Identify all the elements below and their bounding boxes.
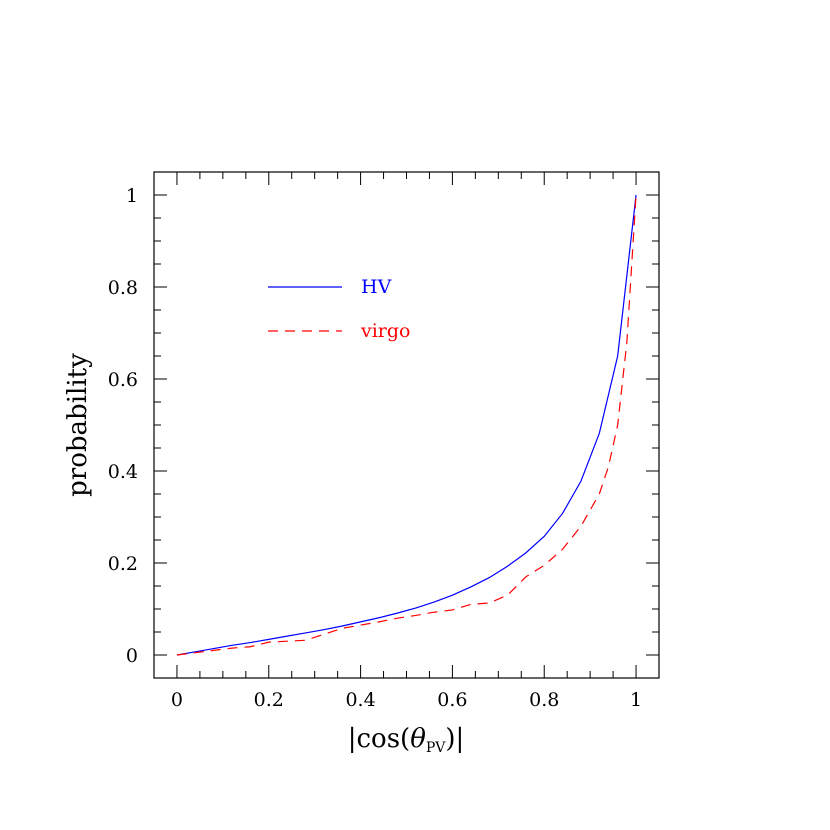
- y-tick-label: 0.6: [108, 369, 138, 391]
- y-tick-label: 0.8: [108, 277, 138, 299]
- x-tick-label: 0.2: [254, 689, 284, 711]
- x-tick-label: 0: [171, 689, 183, 711]
- x-tick-label: 0.8: [529, 689, 559, 711]
- y-tick-label: 0.4: [108, 461, 138, 483]
- legend: HV virgo: [268, 276, 411, 342]
- y-axis-label: probability: [63, 353, 93, 497]
- x-axis-label: |cos(θPV)|: [348, 724, 465, 756]
- x-tick-label: 1: [630, 689, 642, 711]
- x-tick-label: 0.4: [345, 689, 375, 711]
- plot-frame: [153, 171, 660, 679]
- y-tick-label: 0.2: [108, 553, 138, 575]
- x-tick-label: 0.6: [437, 689, 467, 711]
- y-tick-label: 1: [126, 185, 138, 207]
- x-axis-label-theta: θ: [410, 724, 426, 754]
- tick-labels: 0 0.2 0.4 0.6 0.8 1 0 0.2 0.4 0.6 0.8 1: [108, 185, 642, 711]
- x-axis-label-close: )|: [445, 724, 464, 754]
- y-tick-label: 0: [126, 645, 138, 667]
- axis-ticks: [154, 172, 659, 678]
- legend-label-hv: HV: [361, 276, 392, 298]
- x-axis-label-subscript: PV: [426, 740, 446, 756]
- x-axis-label-open: |cos(: [348, 724, 410, 754]
- legend-label-virgo: virgo: [360, 320, 411, 342]
- series-line-hv: [176, 194, 637, 656]
- series-layer: [176, 194, 637, 656]
